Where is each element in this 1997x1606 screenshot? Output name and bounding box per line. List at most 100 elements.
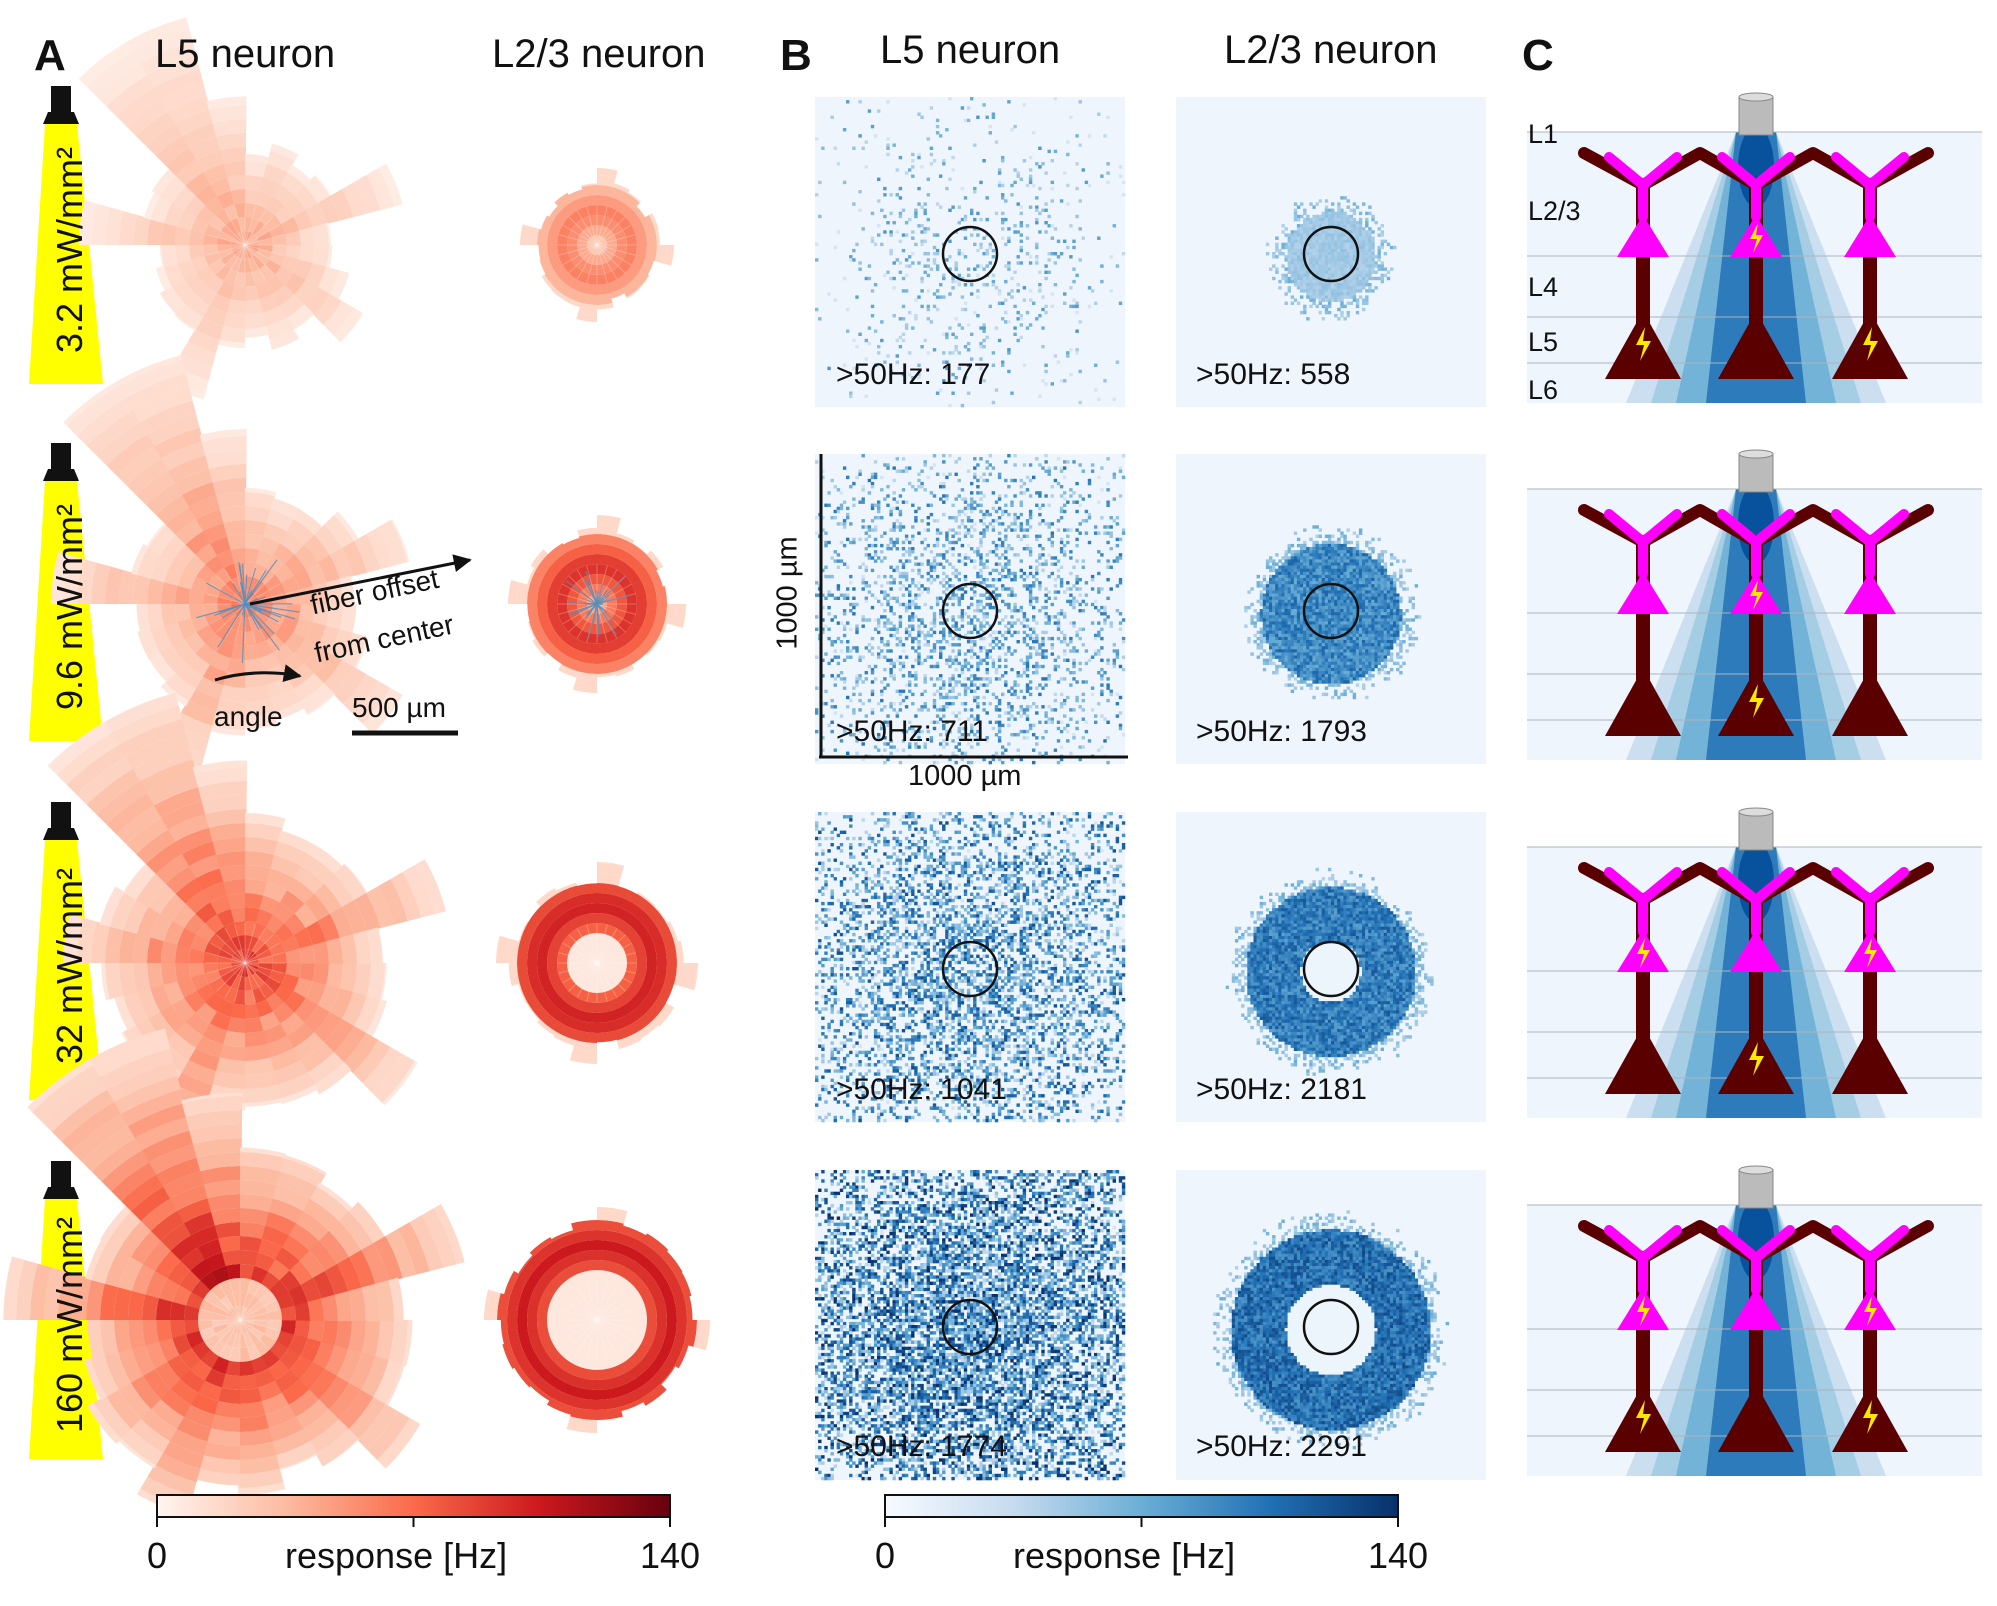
- intensity-label-2: 9.6 mW/mm²: [49, 504, 90, 710]
- scatter-l5-4: [815, 1170, 1126, 1481]
- l23-dendrite: [1717, 509, 1795, 579]
- l23-dendrite: [1831, 152, 1909, 222]
- spike-icon: [1749, 684, 1764, 718]
- l23-soma: [1617, 572, 1669, 614]
- intensity-label-1: 3.2 mW/mm²: [49, 147, 90, 353]
- fiber-footprint-circle: [1302, 1298, 1360, 1356]
- l23-dendrite: [1717, 1225, 1795, 1295]
- light-core: [1738, 484, 1774, 564]
- panel-label-c: C: [1522, 34, 1554, 78]
- fiber-offset-arrow: [249, 554, 472, 606]
- count-l5-4: >50Hz: 1774: [836, 1432, 1007, 1462]
- colorbar-red-gradient: [156, 1494, 671, 1518]
- polar-plot-l5-2: [47, 692, 446, 1167]
- count-l5-1: >50Hz: 177: [836, 360, 990, 390]
- light-cone-icon: [29, 124, 103, 384]
- count-l23-3: >50Hz: 2181: [1196, 1075, 1367, 1105]
- l5-soma: [1832, 668, 1908, 736]
- count-l5-2: >50Hz: 711: [836, 717, 988, 747]
- l23-dendrite: [1604, 867, 1682, 937]
- fiber-icon: [51, 443, 71, 469]
- l23-soma: [1617, 215, 1669, 257]
- count-l23-1: >50Hz: 558: [1196, 360, 1350, 390]
- fiber-footprint-circle: [1302, 225, 1360, 283]
- layer-label-l5: L5: [1528, 329, 1558, 356]
- spike-icon: [1637, 1296, 1650, 1326]
- fiber-icon: [1738, 453, 1774, 493]
- title-b-l5: L5 neuron: [880, 30, 1060, 70]
- scatter-axes: [819, 454, 1128, 759]
- spike-icon: [1749, 1042, 1764, 1076]
- count-l23-2: >50Hz: 1793: [1196, 717, 1367, 747]
- scatter-l23-1: [1176, 97, 1486, 407]
- count-l5-3: >50Hz: 1041: [836, 1075, 1007, 1105]
- light-beam-group-2: [29, 443, 103, 741]
- spike-icon: [1637, 938, 1650, 968]
- fiber-tip-icon: [43, 1187, 79, 1199]
- layer-label-l4: L4: [1528, 274, 1558, 301]
- l23-dendrite: [1604, 509, 1682, 579]
- spike-icon: [1864, 938, 1877, 968]
- polar-plot-l5-0: [78, 17, 403, 400]
- offset-traces: [196, 559, 630, 663]
- fiber-footprint-circle: [941, 582, 999, 640]
- scatter-l23-3: [1176, 812, 1486, 1122]
- scatter-l5-1: [815, 97, 1126, 408]
- annotation-scalebar: 500 µm: [352, 694, 446, 722]
- fiber-icon: [51, 802, 71, 828]
- l23-soma: [1844, 572, 1896, 614]
- fiber-footprint-circle: [1302, 940, 1360, 998]
- spike-icon: [1750, 580, 1763, 610]
- l23-dendrite: [1831, 509, 1909, 579]
- fiber-tip-icon: [43, 828, 79, 840]
- intensity-label-4: 160 mW/mm²: [49, 1217, 90, 1433]
- axis-label-x: 1000 µm: [908, 762, 1021, 791]
- fiber-top-icon: [1738, 92, 1774, 102]
- angle-arrow: [214, 664, 302, 683]
- polar-plot-l23-3: [484, 1207, 710, 1433]
- l23-dendrite: [1831, 867, 1909, 937]
- colorbar-blue-gradient: [884, 1494, 1399, 1518]
- scatter-l5-3: [815, 812, 1126, 1123]
- light-beam-group-3: [29, 802, 103, 1100]
- light-cone-icon: [29, 840, 103, 1100]
- colorbar-blue-max: 140: [1368, 1538, 1428, 1574]
- scatter-l5-2: [815, 454, 1126, 765]
- fiber-footprint-circle: [941, 225, 999, 283]
- spike-icon: [1636, 327, 1651, 361]
- fiber-icon: [51, 1161, 71, 1187]
- fiber-icon: [1738, 811, 1774, 851]
- polar-plot-l23-0: [520, 168, 675, 322]
- colorbar-red-label: response [Hz]: [285, 1538, 507, 1574]
- polar-plot-l5-1: [51, 355, 410, 791]
- polar-plot-l5-3: [3, 1028, 465, 1516]
- fiber-footprint-circle: [1302, 582, 1360, 640]
- axis-label-y: 1000 µm: [772, 536, 804, 649]
- light-core: [1738, 842, 1774, 922]
- colorbar-blue: [884, 1494, 1399, 1527]
- title-b-l23: L2/3 neuron: [1224, 30, 1438, 70]
- fiber-top-icon: [1738, 1165, 1774, 1175]
- l23-soma: [1730, 930, 1782, 972]
- scatter-background: [815, 97, 1125, 407]
- fiber-top-icon: [1738, 449, 1774, 459]
- spike-icon: [1863, 1400, 1878, 1434]
- l5-soma: [1718, 311, 1794, 379]
- fiber-icon: [1738, 96, 1774, 136]
- polar-plot-l23-2: [496, 862, 698, 1064]
- l23-dendrite: [1604, 152, 1682, 222]
- l23-dendrite: [1831, 1225, 1909, 1295]
- schematic-4: [1527, 1165, 1982, 1476]
- fiber-icon: [1738, 1169, 1774, 1209]
- l23-soma: [1730, 1288, 1782, 1330]
- schematic-2: [1527, 449, 1982, 760]
- layer-label-l1: L1: [1528, 121, 1558, 148]
- light-core: [1738, 1200, 1774, 1280]
- fiber-tip-icon: [43, 112, 79, 124]
- fiber-icon: [51, 86, 71, 112]
- intensity-label-3: 32 mW/mm²: [49, 868, 90, 1064]
- polar-plot-l23-1: [508, 515, 686, 693]
- panel-label-a: A: [34, 34, 66, 78]
- l23-dendrite: [1604, 1225, 1682, 1295]
